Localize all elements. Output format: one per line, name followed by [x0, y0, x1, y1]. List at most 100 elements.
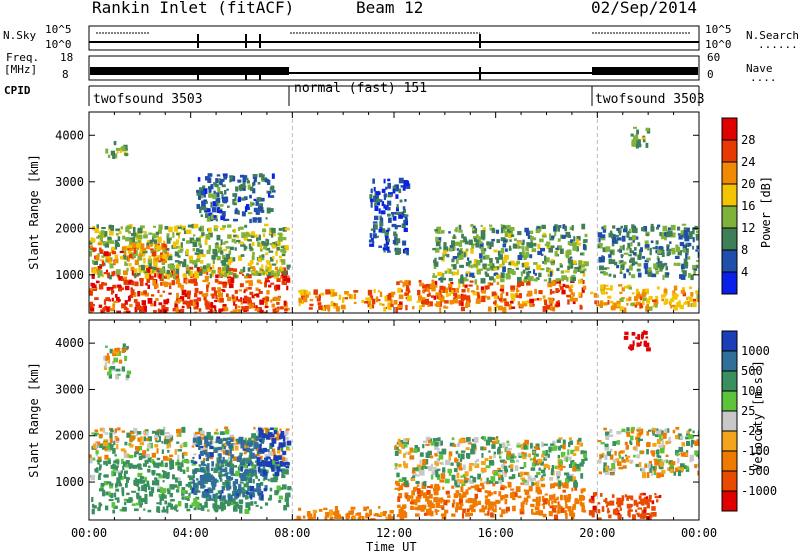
heatmap-cell [225, 253, 231, 260]
heatmap-cell [441, 513, 447, 520]
heatmap-cell [660, 266, 663, 271]
heatmap-cell [568, 263, 574, 269]
heatmap-cell [494, 504, 497, 510]
heatmap-cell [255, 436, 260, 441]
heatmap-cell [110, 428, 113, 433]
heatmap-cell [257, 478, 261, 482]
heatmap-cell [509, 300, 514, 304]
heatmap-cell [167, 282, 172, 286]
heatmap-cell [616, 227, 620, 231]
heatmap-cell [537, 458, 543, 463]
heatmap-cell [200, 460, 205, 464]
heatmap-cell [472, 227, 478, 234]
heatmap-cell [207, 509, 210, 512]
heatmap-cell [176, 231, 182, 235]
heatmap-cell [220, 239, 223, 246]
heatmap-cell [192, 262, 198, 265]
heatmap-cell [633, 126, 638, 129]
heatmap-cell [505, 273, 511, 279]
heatmap-cell [221, 485, 225, 490]
freq-label: Freq. [6, 51, 40, 64]
heatmap-cell [177, 261, 181, 267]
heatmap-cell [565, 478, 570, 483]
heatmap-cell [270, 231, 274, 238]
heatmap-cell [637, 242, 641, 247]
heatmap-cell [200, 430, 205, 435]
heatmap-cell [385, 235, 389, 241]
heatmap-cell [579, 270, 585, 274]
colorbar-segment [722, 118, 737, 141]
heatmap-cell [454, 480, 457, 486]
heatmap-cell [383, 307, 387, 312]
heatmap-cell [147, 284, 151, 289]
heatmap-cell [262, 469, 267, 475]
heatmap-cell [624, 454, 628, 457]
heatmap-cell [109, 483, 114, 486]
heatmap-cell [434, 280, 438, 287]
heatmap-cell [455, 482, 459, 488]
heatmap-cell [247, 212, 253, 215]
heatmap-cell [252, 182, 255, 187]
heatmap-cell [682, 292, 687, 297]
heatmap-cell [260, 506, 263, 509]
heatmap-cell [559, 264, 563, 268]
heatmap-cell [403, 443, 408, 448]
heatmap-cell [137, 486, 141, 492]
heatmap-cell [218, 292, 223, 298]
heatmap-cell [590, 500, 595, 504]
heatmap-cell [126, 370, 132, 375]
heatmap-cell [436, 448, 440, 451]
heatmap-cell [269, 242, 274, 246]
heatmap-cell [688, 428, 692, 432]
heatmap-cell [545, 304, 549, 308]
heatmap-cell [137, 227, 143, 234]
heatmap-cell [480, 278, 486, 284]
heatmap-cell [631, 224, 635, 229]
heatmap-cell [498, 507, 502, 510]
heatmap-cell [141, 264, 145, 270]
heatmap-cell [116, 444, 119, 450]
heatmap-cell [298, 507, 302, 511]
heatmap-cell [166, 247, 170, 251]
heatmap-cell [182, 225, 186, 229]
heatmap-cell [189, 481, 194, 484]
heatmap-cell [620, 225, 623, 229]
colorbar-segment [722, 140, 737, 163]
heatmap-cell [383, 195, 387, 201]
heatmap-cell [665, 272, 670, 276]
heatmap-cell [151, 430, 156, 434]
heatmap-cell [628, 236, 634, 241]
heatmap-cell [122, 343, 126, 348]
heatmap-cell [280, 275, 285, 279]
heatmap-cell [101, 492, 106, 497]
heatmap-cell [91, 432, 95, 435]
heatmap-cell [285, 465, 290, 469]
colorbar-tick-label: 1000 [741, 344, 770, 358]
heatmap-cell [402, 185, 406, 191]
heatmap-cell [166, 238, 171, 244]
heatmap-cell [693, 268, 698, 271]
heatmap-cell [192, 456, 195, 459]
heatmap-cell [491, 461, 495, 466]
heatmap-cell [257, 241, 260, 247]
heatmap-cell [620, 254, 623, 259]
heatmap-cell [127, 225, 132, 230]
colorbar-tick-label: -500 [741, 464, 770, 478]
heatmap-cell [615, 458, 620, 462]
heatmap-cell [403, 438, 408, 443]
heatmap-cell [458, 300, 463, 306]
heatmap-cell [97, 456, 102, 461]
heatmap-cell [150, 294, 155, 297]
heatmap-cell [97, 265, 103, 269]
heatmap-cell [233, 300, 236, 306]
heatmap-cell [202, 495, 206, 498]
heatmap-cell [171, 499, 175, 502]
heatmap-cell [104, 505, 109, 511]
heatmap-cell [199, 244, 202, 248]
heatmap-cell [485, 482, 491, 485]
heatmap-cell [580, 504, 584, 507]
heatmap-cell [515, 459, 520, 463]
heatmap-cell [519, 508, 525, 512]
heatmap-cell [591, 511, 595, 518]
heatmap-cell [266, 448, 270, 452]
